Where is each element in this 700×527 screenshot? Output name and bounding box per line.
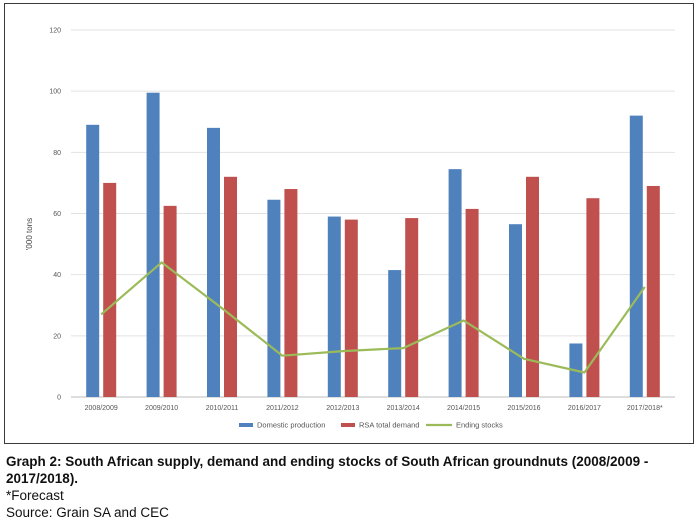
x-tick-label: 2017/2018* [627,405,663,412]
x-tick-label: 2016/2017 [568,405,601,412]
bars [86,92,660,397]
rsa-total-demand-bar [586,198,600,397]
domestic-production-bar [146,92,160,397]
caption-footnote: *Forecast [6,488,64,503]
domestic-production-bar [207,127,220,397]
x-tick-label: 2013/2014 [387,405,420,412]
legend-label: RSA total demand [359,421,419,430]
y-tick-label: 80 [53,150,61,157]
rsa-total-demand-bar [344,219,358,397]
rsa-total-demand-bar [284,189,298,397]
x-tick-label: 2014/2015 [447,405,480,412]
rsa-total-demand-bar [646,185,660,397]
rsa-total-demand-bar [405,218,419,397]
caption: Graph 2: South African supply, demand an… [6,453,696,521]
legend-rsa-total-demand: RSA total demand [341,421,419,430]
y-axis-title: '000 tons [25,218,34,250]
rsa-total-demand-bar [224,176,237,397]
legend-domestic-production: Domestic production [239,421,325,430]
rsa-total-demand-bar [163,205,177,397]
domestic-production-bar [86,124,100,397]
y-tick-label: 120 [49,28,61,35]
domestic-production-bar [448,169,462,397]
x-tick-label: 2009/2010 [145,405,178,412]
ending-stocks-line-layer [100,261,646,374]
x-tick-label: 2011/2012 [266,405,299,412]
rsa-total-demand-bar [526,176,539,397]
x-axis-ticks: 2008/2009 2009/2010 2010/2011 2011/2012 2012… [85,405,663,412]
y-axis-ticks: 0 20 40 60 80 100 120 [49,28,61,402]
domestic-production-bar [267,199,281,397]
caption-source: Source: Grain SA and CEC [6,505,169,520]
domestic-production-bar [388,270,402,397]
legend-ending-stocks: Ending stocks [426,421,503,430]
legend-label: Domestic production [257,421,325,430]
domestic-production-bar [509,224,522,397]
chart-frame: 0 20 40 60 80 100 120 2008/2009 2009/2010 2010/2… [4,3,694,444]
domestic-production-bar [327,216,341,397]
rsa-total-demand-bar [103,182,117,397]
x-tick-label: 2012/2013 [326,405,359,412]
rsa-total-demand-bar [465,208,479,397]
gridlines [71,29,675,398]
domestic-production-bar [629,115,643,397]
y-tick-label: 40 [53,272,61,279]
y-tick-label: 100 [49,89,61,96]
y-tick-label: 60 [53,211,61,218]
legend-label: Ending stocks [456,421,503,430]
x-tick-label: 2010/2011 [206,405,239,412]
legend-swatch [239,423,253,427]
legend: Domestic production RSA total demand Endin… [239,421,503,430]
chart: 0 20 40 60 80 100 120 2008/2009 2009/2010 2010/2… [25,28,675,430]
ending-stocks-line [100,261,646,374]
y-tick-label: 20 [53,333,61,340]
x-tick-label: 2015/2016 [507,405,540,412]
legend-swatch [341,423,355,427]
y-tick-label: 0 [57,395,61,402]
caption-title: Graph 2: South African supply, demand an… [6,454,649,486]
x-tick-label: 2008/2009 [85,405,118,412]
